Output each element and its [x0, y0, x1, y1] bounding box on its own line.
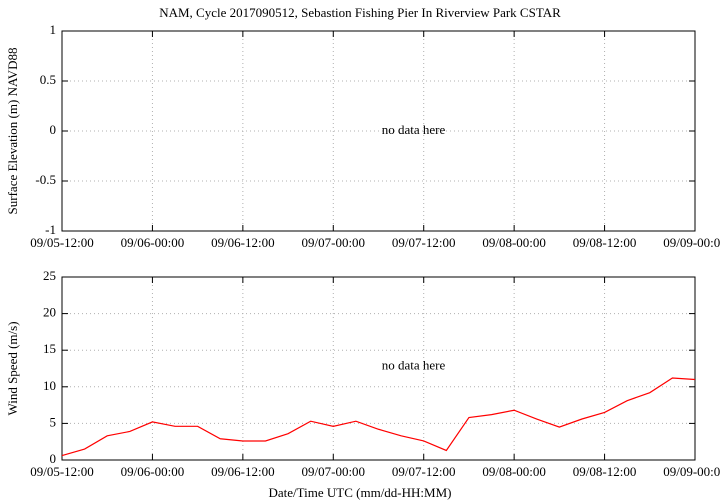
y-tick-label: 0 — [50, 122, 57, 137]
chart-title: NAM, Cycle 2017090512, Sebastion Fishing… — [159, 5, 561, 20]
x-tick-label: 09/08-12:00 — [573, 235, 637, 250]
y-tick-label: 25 — [43, 268, 56, 283]
x-tick-label: 09/06-00:00 — [121, 464, 185, 479]
x-tick-label: 09/07-12:00 — [392, 235, 456, 250]
x-tick-label: 09/06-00:00 — [121, 235, 185, 250]
y-tick-label: -0.5 — [35, 172, 56, 187]
x-tick-label: 09/08-12:00 — [573, 464, 637, 479]
y-tick-label: 0 — [50, 451, 57, 466]
annotation: no data here — [382, 357, 446, 372]
x-tick-label: 09/08-00:00 — [482, 464, 546, 479]
x-tick-label: 09/09-00:00 — [663, 235, 720, 250]
x-tick-label: 09/08-00:00 — [482, 235, 546, 250]
data-line — [61, 377, 696, 457]
y-tick-label: 5 — [50, 414, 57, 429]
y-tick-label: 20 — [43, 305, 56, 320]
y-tick-label: 10 — [43, 378, 56, 393]
x-tick-label: 09/07-00:00 — [302, 464, 366, 479]
x-tick-label: 09/05-12:00 — [30, 464, 94, 479]
plot-frame — [61, 30, 696, 232]
y-axis-label: Surface Elevation (m) NAVD88 — [5, 48, 20, 215]
y-axis-label: Wind Speed (m/s) — [5, 321, 20, 415]
x-tick-label: 09/07-12:00 — [392, 464, 456, 479]
annotation: no data here — [382, 122, 446, 137]
y-tick-label: 15 — [43, 341, 56, 356]
x-tick-label: 09/06-12:00 — [211, 235, 275, 250]
x-tick-label: 09/05-12:00 — [30, 235, 94, 250]
y-tick-label: 0.5 — [40, 72, 56, 87]
x-tick-label: 09/09-00:00 — [663, 464, 720, 479]
x-tick-label: 09/06-12:00 — [211, 464, 275, 479]
plot-frame — [61, 276, 696, 461]
x-tick-label: 09/07-00:00 — [302, 235, 366, 250]
y-tick-label: 1 — [50, 22, 57, 37]
y-tick-label: -1 — [45, 222, 56, 237]
x-axis-label: Date/Time UTC (mm/dd-HH:MM) — [269, 485, 452, 500]
